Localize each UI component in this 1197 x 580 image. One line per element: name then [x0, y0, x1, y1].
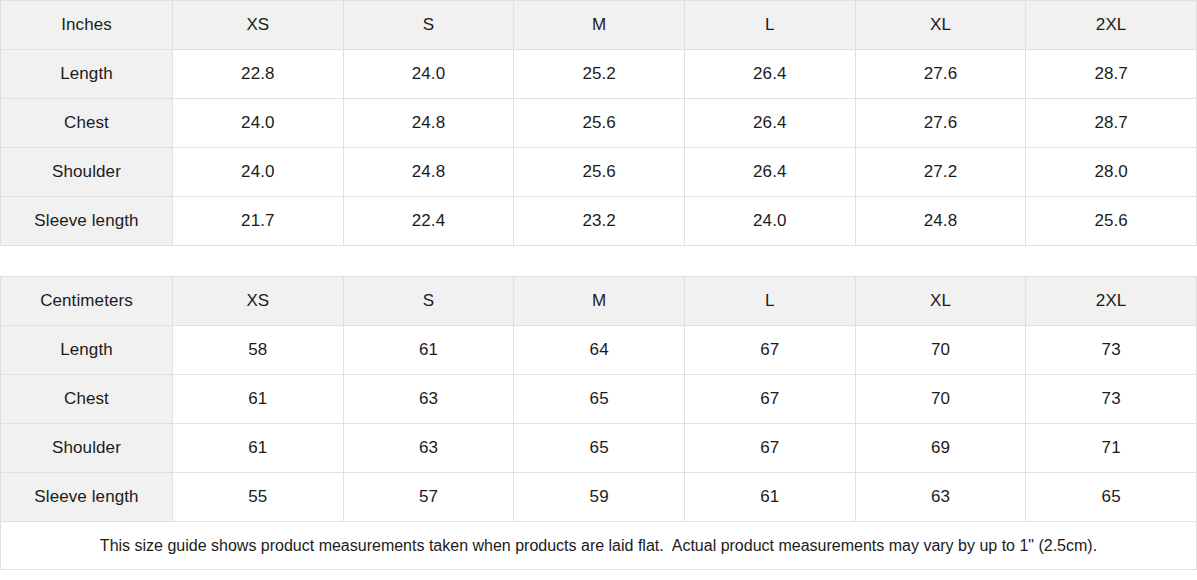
table-row-shoulder: Shoulder 24.0 24.8 25.6 26.4 27.2 28.0 — [1, 148, 1197, 197]
measurement-cell: 28.7 — [1026, 50, 1197, 99]
size-column-header-xl: XL — [855, 1, 1026, 50]
table-header-row: Centimeters XS S M L XL 2XL — [1, 277, 1197, 326]
table-row-chest: Chest 24.0 24.8 25.6 26.4 27.6 28.7 — [1, 99, 1197, 148]
measurement-cell: 73 — [1026, 326, 1197, 375]
measurement-cell: 25.6 — [514, 99, 685, 148]
row-label: Sleeve length — [1, 473, 173, 522]
measurement-cell: 61 — [173, 375, 344, 424]
measurement-cell: 24.8 — [855, 197, 1026, 246]
size-column-header-l: L — [684, 1, 855, 50]
centimeters-table: Centimeters XS S M L XL 2XL Length 58 61… — [0, 276, 1197, 522]
measurement-cell: 67 — [684, 424, 855, 473]
unit-header-inches: Inches — [1, 1, 173, 50]
measurement-cell: 25.6 — [1026, 197, 1197, 246]
measurement-cell: 27.6 — [855, 99, 1026, 148]
measurement-cell: 21.7 — [173, 197, 344, 246]
table-row-shoulder: Shoulder 61 63 65 67 69 71 — [1, 424, 1197, 473]
measurement-cell: 27.6 — [855, 50, 1026, 99]
measurement-cell: 70 — [855, 375, 1026, 424]
measurement-cell: 61 — [343, 326, 514, 375]
table-gap — [0, 246, 1197, 276]
measurement-cell: 24.8 — [343, 99, 514, 148]
footer-note: This size guide shows product measuremen… — [0, 522, 1197, 570]
measurement-cell: 65 — [1026, 473, 1197, 522]
size-column-header-s: S — [343, 1, 514, 50]
row-label: Length — [1, 50, 173, 99]
unit-header-centimeters: Centimeters — [1, 277, 173, 326]
measurement-cell: 24.0 — [173, 148, 344, 197]
measurement-cell: 28.0 — [1026, 148, 1197, 197]
size-column-header-l: L — [684, 277, 855, 326]
size-column-header-2xl: 2XL — [1026, 1, 1197, 50]
table-header-row: Inches XS S M L XL 2XL — [1, 1, 1197, 50]
measurement-cell: 64 — [514, 326, 685, 375]
measurement-cell: 24.0 — [684, 197, 855, 246]
measurement-cell: 59 — [514, 473, 685, 522]
row-label: Shoulder — [1, 148, 173, 197]
measurement-cell: 23.2 — [514, 197, 685, 246]
measurement-cell: 69 — [855, 424, 1026, 473]
measurement-cell: 63 — [343, 375, 514, 424]
measurement-cell: 65 — [514, 375, 685, 424]
row-label: Chest — [1, 99, 173, 148]
size-column-header-m: M — [514, 1, 685, 50]
table-row-length: Length 22.8 24.0 25.2 26.4 27.6 28.7 — [1, 50, 1197, 99]
row-label: Length — [1, 326, 173, 375]
table-row-chest: Chest 61 63 65 67 70 73 — [1, 375, 1197, 424]
table-row-length: Length 58 61 64 67 70 73 — [1, 326, 1197, 375]
measurement-cell: 24.8 — [343, 148, 514, 197]
table-row-sleeve-length: Sleeve length 21.7 22.4 23.2 24.0 24.8 2… — [1, 197, 1197, 246]
row-label: Sleeve length — [1, 197, 173, 246]
size-column-header-xl: XL — [855, 277, 1026, 326]
measurement-cell: 67 — [684, 375, 855, 424]
measurement-cell: 61 — [173, 424, 344, 473]
measurement-cell: 58 — [173, 326, 344, 375]
measurement-cell: 25.2 — [514, 50, 685, 99]
measurement-cell: 63 — [855, 473, 1026, 522]
inches-table: Inches XS S M L XL 2XL Length 22.8 24.0 … — [0, 0, 1197, 246]
measurement-cell: 24.0 — [173, 99, 344, 148]
measurement-cell: 55 — [173, 473, 344, 522]
measurement-cell: 27.2 — [855, 148, 1026, 197]
measurement-cell: 65 — [514, 424, 685, 473]
measurement-cell: 26.4 — [684, 99, 855, 148]
measurement-cell: 61 — [684, 473, 855, 522]
measurement-cell: 25.6 — [514, 148, 685, 197]
measurement-cell: 71 — [1026, 424, 1197, 473]
measurement-cell: 28.7 — [1026, 99, 1197, 148]
measurement-cell: 63 — [343, 424, 514, 473]
measurement-cell: 22.4 — [343, 197, 514, 246]
measurement-cell: 70 — [855, 326, 1026, 375]
size-guide: Inches XS S M L XL 2XL Length 22.8 24.0 … — [0, 0, 1197, 580]
table-row-sleeve-length: Sleeve length 55 57 59 61 63 65 — [1, 473, 1197, 522]
measurement-cell: 67 — [684, 326, 855, 375]
measurement-cell: 26.4 — [684, 148, 855, 197]
measurement-cell: 22.8 — [173, 50, 344, 99]
size-column-header-xs: XS — [173, 277, 344, 326]
size-column-header-m: M — [514, 277, 685, 326]
row-label: Shoulder — [1, 424, 173, 473]
measurement-cell: 26.4 — [684, 50, 855, 99]
measurement-cell: 57 — [343, 473, 514, 522]
measurement-cell: 24.0 — [343, 50, 514, 99]
row-label: Chest — [1, 375, 173, 424]
size-column-header-2xl: 2XL — [1026, 277, 1197, 326]
measurement-cell: 73 — [1026, 375, 1197, 424]
size-column-header-s: S — [343, 277, 514, 326]
size-column-header-xs: XS — [173, 1, 344, 50]
